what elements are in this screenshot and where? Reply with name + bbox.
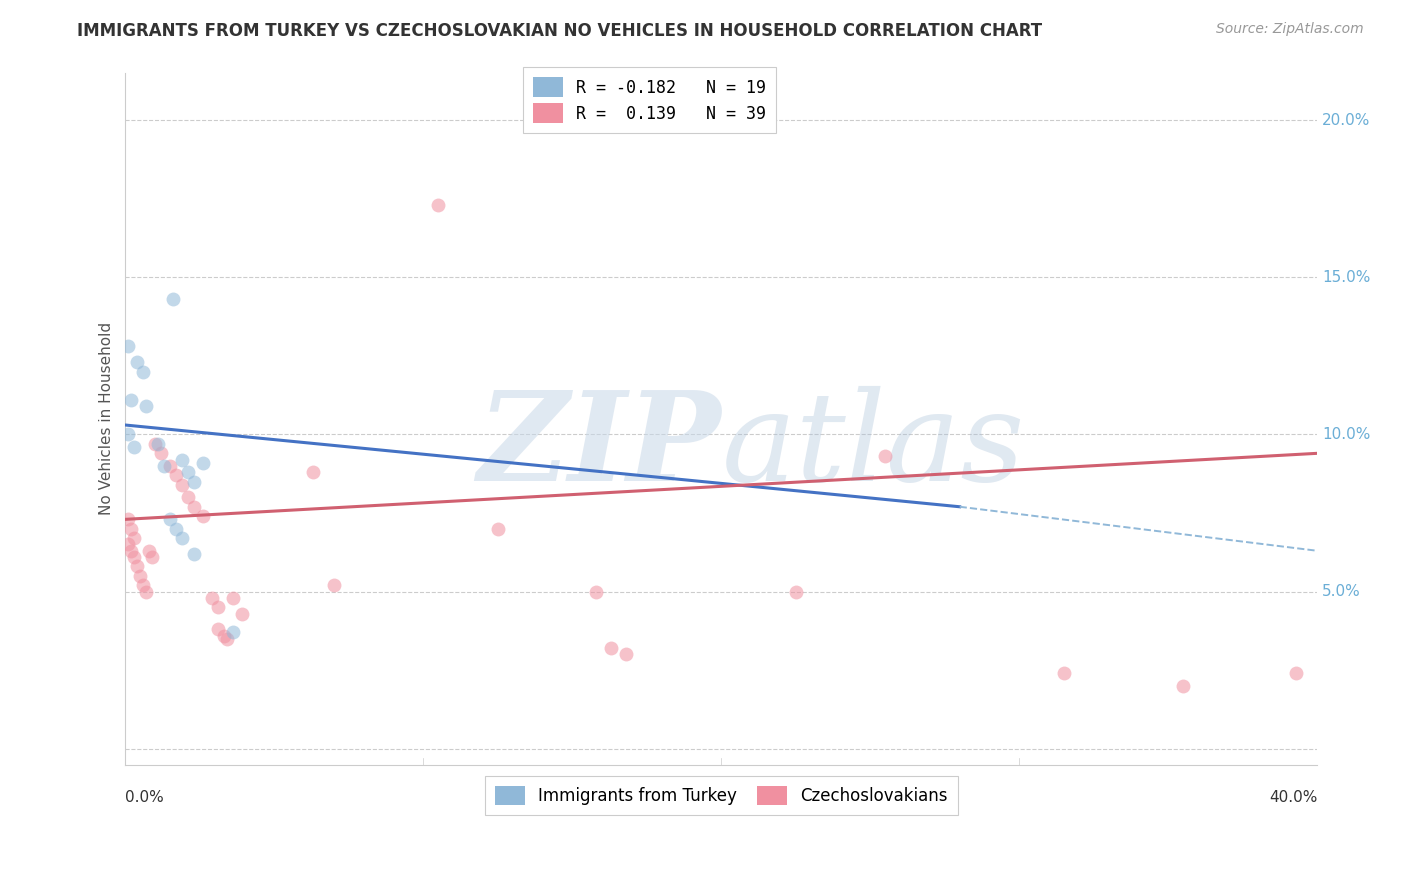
Point	[117, 512, 139, 526]
Point	[222, 591, 245, 605]
Point	[191, 509, 214, 524]
Point	[486, 522, 509, 536]
Point	[585, 584, 607, 599]
Point	[177, 465, 200, 479]
Point	[1053, 666, 1076, 681]
Point	[117, 339, 139, 353]
Point	[183, 547, 205, 561]
Point	[120, 392, 142, 407]
Point	[183, 475, 205, 489]
Point	[172, 452, 194, 467]
Text: ZIP: ZIP	[478, 385, 721, 508]
Point	[138, 543, 160, 558]
Point	[150, 446, 173, 460]
Point	[117, 537, 139, 551]
Point	[143, 437, 166, 451]
Point	[427, 198, 450, 212]
Point	[212, 629, 235, 643]
Text: 15.0%: 15.0%	[1322, 269, 1371, 285]
Point	[117, 427, 139, 442]
Point	[191, 456, 214, 470]
Text: IMMIGRANTS FROM TURKEY VS CZECHOSLOVAKIAN NO VEHICLES IN HOUSEHOLD CORRELATION C: IMMIGRANTS FROM TURKEY VS CZECHOSLOVAKIA…	[77, 22, 1042, 40]
Point	[124, 549, 146, 564]
Point	[323, 578, 346, 592]
Point	[172, 477, 194, 491]
Point	[120, 522, 142, 536]
Text: 5.0%: 5.0%	[1322, 584, 1361, 599]
Point	[222, 625, 245, 640]
Point	[129, 569, 152, 583]
Point	[132, 365, 155, 379]
Point	[614, 648, 637, 662]
Legend: Immigrants from Turkey, Czechoslovakians: Immigrants from Turkey, Czechoslovakians	[485, 776, 957, 815]
Point	[183, 500, 205, 514]
Text: atlas: atlas	[721, 385, 1025, 508]
Text: 40.0%: 40.0%	[1268, 789, 1317, 805]
Point	[135, 584, 157, 599]
Text: 20.0%: 20.0%	[1322, 112, 1371, 128]
Point	[132, 578, 155, 592]
Point	[127, 559, 149, 574]
Point	[159, 512, 181, 526]
Point	[207, 600, 229, 615]
Point	[127, 355, 149, 369]
Point	[231, 607, 253, 621]
Point	[148, 437, 170, 451]
Text: 10.0%: 10.0%	[1322, 427, 1371, 442]
Point	[207, 623, 229, 637]
Point	[124, 531, 146, 545]
Point	[141, 549, 163, 564]
Point	[124, 440, 146, 454]
Point	[201, 591, 224, 605]
Point	[1285, 666, 1308, 681]
Point	[165, 468, 187, 483]
Point	[875, 450, 897, 464]
Text: Source: ZipAtlas.com: Source: ZipAtlas.com	[1216, 22, 1364, 37]
Point	[159, 458, 181, 473]
Point	[302, 465, 325, 479]
Point	[785, 584, 807, 599]
Point	[120, 543, 142, 558]
Text: 0.0%: 0.0%	[125, 789, 165, 805]
Point	[600, 641, 623, 656]
Point	[135, 399, 157, 413]
Point	[153, 458, 176, 473]
Point	[1171, 679, 1194, 693]
Y-axis label: No Vehicles in Household: No Vehicles in Household	[100, 322, 114, 516]
Point	[172, 531, 194, 545]
Point	[162, 293, 184, 307]
Point	[215, 632, 238, 646]
Point	[177, 491, 200, 505]
Point	[165, 522, 187, 536]
